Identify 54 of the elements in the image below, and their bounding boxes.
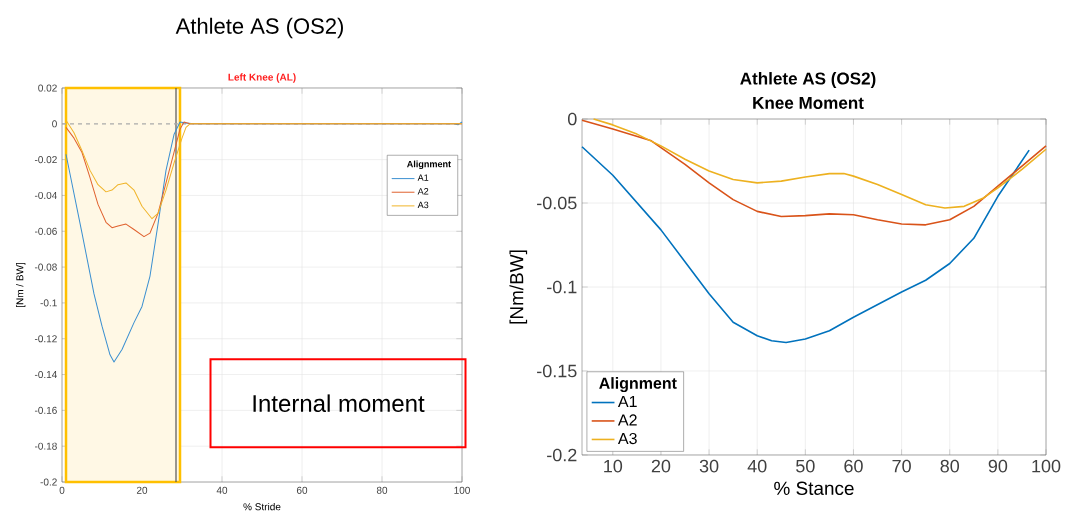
chart-title: Athlete AS (OS2) — [740, 72, 876, 88]
chart-title: Athlete AS (OS2) — [175, 17, 343, 39]
y-tick-label: -0.15 — [537, 364, 577, 378]
x-tick-label: 20 — [136, 486, 148, 494]
x-axis-title: % Stance — [774, 481, 854, 496]
x-tick-label: 40 — [747, 459, 767, 473]
chart-subtitle: Left Knee (AL) — [228, 73, 296, 83]
y-tick-label: -0.1 — [40, 299, 57, 307]
annotation: Internal moment — [253, 394, 425, 413]
y-tick-label: -0.2 — [547, 448, 577, 462]
chart-subtitle: Knee Moment — [753, 97, 864, 109]
legend-title: Alignment — [599, 377, 677, 393]
y-tick-label: -0.16 — [34, 406, 57, 414]
x-tick-label: 80 — [376, 486, 388, 494]
x-tick-label: 70 — [892, 459, 911, 473]
x-tick-label: 60 — [296, 486, 308, 494]
y-tick-label: -0.14 — [34, 371, 57, 379]
legend-label: A1 — [417, 174, 429, 181]
y-tick-label: -0.1 — [547, 280, 577, 294]
x-tick-label: 0 — [59, 486, 65, 494]
x-tick-label: 20 — [651, 459, 671, 473]
y-tick-label: -0.18 — [34, 442, 57, 450]
y-axis-title: [Nm/BW] — [509, 250, 528, 324]
y-tick-label: 0.02 — [38, 84, 57, 92]
legend-label: A3 — [417, 201, 429, 209]
y-tick-label: -0.06 — [34, 227, 57, 235]
line-series — [581, 145, 1030, 344]
x-tick-label: 80 — [940, 459, 960, 473]
line-series — [581, 119, 1047, 226]
y-tick-label: -0.2 — [40, 478, 57, 486]
line-series — [592, 118, 1047, 209]
legend-label: A2 — [617, 414, 637, 426]
x-tick-label: 60 — [844, 459, 863, 473]
y-tick-label: -0.05 — [537, 196, 577, 210]
legend-label: A3 — [617, 432, 637, 445]
x-tick-label: 10 — [604, 459, 623, 473]
x-tick-label: 100 — [1032, 459, 1061, 473]
x-tick-label: 90 — [988, 459, 1008, 473]
y-tick-label: -0.08 — [34, 263, 57, 271]
y-tick-label: -0.04 — [34, 191, 57, 199]
x-tick-label: 100 — [454, 486, 470, 494]
y-tick-label: -0.12 — [34, 335, 57, 343]
y-tick-label: -0.02 — [34, 156, 57, 164]
legend-label: A2 — [417, 188, 429, 195]
y-tick-label: 0 — [52, 120, 57, 128]
legend-label: A1 — [617, 396, 637, 408]
legend-title: Alignment — [406, 160, 451, 170]
x-tick-label: 30 — [699, 459, 719, 473]
x-tick-label: 40 — [216, 486, 228, 494]
y-axis-title: [Nm / BW] — [16, 262, 26, 308]
y-tick-label: 0 — [568, 112, 577, 126]
x-axis-title: % Stride — [243, 502, 281, 511]
line-series — [65, 119, 463, 220]
x-tick-label: 50 — [796, 459, 815, 473]
